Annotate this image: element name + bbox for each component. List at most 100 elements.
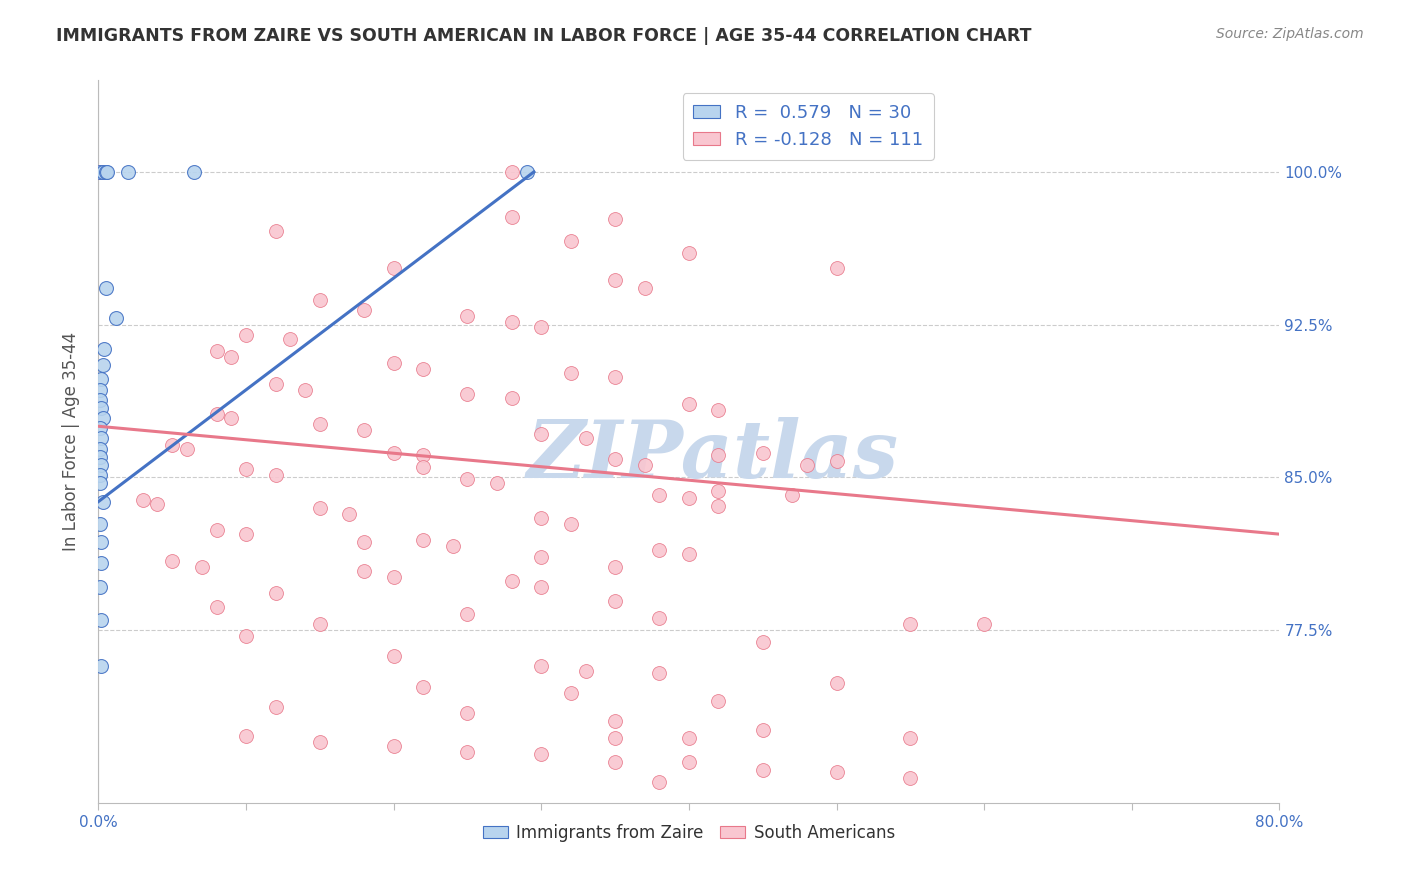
Point	[678, 548, 700, 562]
Point	[752, 723, 775, 737]
Point	[91, 358, 114, 372]
Point	[339, 507, 361, 521]
Point	[89, 165, 111, 179]
Point	[707, 499, 730, 513]
Point	[191, 559, 214, 574]
Point	[205, 343, 228, 358]
Point	[412, 680, 434, 694]
Point	[117, 165, 139, 179]
Point	[707, 484, 730, 499]
Point	[89, 580, 111, 594]
Point	[530, 427, 553, 442]
Point	[89, 165, 111, 179]
Point	[90, 613, 112, 627]
Point	[90, 556, 112, 570]
Point	[91, 165, 114, 179]
Point	[264, 224, 287, 238]
Point	[205, 600, 228, 615]
Point	[648, 610, 671, 624]
Point	[412, 533, 434, 548]
Point	[707, 694, 730, 708]
Point	[93, 342, 115, 356]
Point	[94, 165, 117, 179]
Point	[183, 165, 205, 179]
Point	[900, 772, 922, 786]
Point	[575, 664, 598, 678]
Point	[353, 423, 375, 437]
Point	[96, 165, 118, 179]
Point	[796, 458, 818, 472]
Point	[560, 516, 582, 531]
Point	[530, 511, 553, 525]
Point	[605, 451, 627, 466]
Point	[530, 580, 553, 594]
Point	[501, 574, 523, 588]
Point	[309, 616, 332, 631]
Point	[132, 492, 155, 507]
Point	[560, 686, 582, 700]
Point	[678, 491, 700, 505]
Point	[530, 549, 553, 564]
Point	[560, 234, 582, 248]
Point	[89, 421, 111, 435]
Point	[280, 332, 302, 346]
Point	[530, 747, 553, 761]
Point	[264, 468, 287, 483]
Point	[89, 468, 111, 483]
Point	[752, 446, 775, 460]
Point	[264, 376, 287, 391]
Point	[752, 763, 775, 777]
Point	[146, 497, 169, 511]
Point	[264, 586, 287, 600]
Point	[412, 362, 434, 376]
Point	[825, 765, 848, 780]
Point	[605, 755, 627, 769]
Text: ZIPatlas: ZIPatlas	[526, 417, 898, 495]
Point	[707, 448, 730, 462]
Point	[501, 316, 523, 330]
Point	[605, 559, 627, 574]
Point	[634, 281, 657, 295]
Point	[294, 383, 316, 397]
Point	[89, 442, 111, 456]
Point	[457, 745, 479, 759]
Point	[752, 635, 775, 649]
Point	[90, 659, 112, 673]
Point	[90, 535, 112, 549]
Text: IMMIGRANTS FROM ZAIRE VS SOUTH AMERICAN IN LABOR FORCE | AGE 35-44 CORRELATION C: IMMIGRANTS FROM ZAIRE VS SOUTH AMERICAN …	[56, 27, 1032, 45]
Point	[412, 460, 434, 475]
Point	[707, 403, 730, 417]
Point	[89, 450, 111, 464]
Point	[91, 411, 114, 425]
Point	[162, 437, 183, 451]
Point	[648, 775, 671, 789]
Point	[973, 616, 995, 631]
Point	[678, 731, 700, 745]
Point	[501, 165, 523, 179]
Point	[382, 739, 405, 753]
Point	[648, 543, 671, 558]
Point	[264, 700, 287, 714]
Point	[441, 540, 464, 554]
Point	[457, 607, 479, 621]
Point	[91, 494, 114, 508]
Point	[457, 472, 479, 486]
Point	[205, 523, 228, 537]
Point	[382, 356, 405, 370]
Point	[605, 594, 627, 608]
Point	[162, 553, 183, 567]
Point	[605, 731, 627, 745]
Point	[605, 211, 627, 226]
Point	[353, 303, 375, 318]
Point	[90, 401, 112, 415]
Point	[221, 350, 243, 364]
Point	[825, 675, 848, 690]
Point	[309, 735, 332, 749]
Point	[605, 714, 627, 729]
Point	[560, 367, 582, 381]
Point	[89, 476, 111, 491]
Point	[309, 293, 332, 307]
Legend: Immigrants from Zaire, South Americans: Immigrants from Zaire, South Americans	[477, 817, 901, 848]
Point	[900, 731, 922, 745]
Point	[90, 372, 112, 386]
